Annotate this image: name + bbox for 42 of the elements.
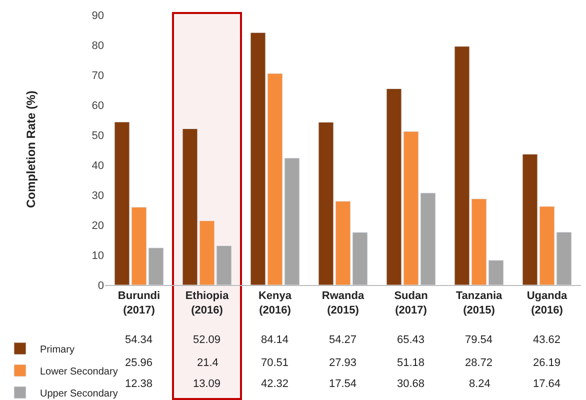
data-label: 65.43 xyxy=(397,334,425,346)
data-label: 13.09 xyxy=(193,378,221,390)
data-label: 28.72 xyxy=(465,357,493,369)
x-tick-label: Ethiopia (2016) xyxy=(185,290,230,316)
data-label: 43.62 xyxy=(533,334,561,346)
x-tick-label: Rwanda (2015) xyxy=(322,290,365,316)
data-label: 52.09 xyxy=(193,334,221,346)
data-label: 8.24 xyxy=(469,378,490,390)
x-tick-label: Kenya (2016) xyxy=(258,290,292,316)
data-label: 54.27 xyxy=(329,334,357,346)
y-tick-label: 90 xyxy=(92,10,104,22)
x-tick-label: Sudan (2017) xyxy=(394,290,428,316)
data-label: 51.18 xyxy=(397,357,425,369)
y-axis-title: Completion Rate (%) xyxy=(24,90,38,208)
data-label: 54.34 xyxy=(125,334,153,346)
y-tick-label: 30 xyxy=(92,190,104,202)
data-label: 84.14 xyxy=(261,334,289,346)
y-tick-label: 0 xyxy=(98,280,104,292)
data-label: 21.4 xyxy=(197,357,218,369)
data-label: 17.54 xyxy=(329,378,357,390)
legend-label: Upper Secondary xyxy=(40,388,118,400)
legend-label: Primary xyxy=(40,344,74,356)
data-label: 42.32 xyxy=(261,378,289,390)
y-tick-label: 20 xyxy=(92,220,104,232)
legend-label: Lower Secondary xyxy=(40,366,118,378)
data-label: 25.96 xyxy=(125,357,153,369)
data-label: 17.64 xyxy=(533,378,561,390)
y-tick-label: 50 xyxy=(92,130,104,142)
data-label: 70.51 xyxy=(261,357,289,369)
y-tick-label: 80 xyxy=(92,40,104,52)
data-label: 79.54 xyxy=(465,334,493,346)
x-tick-label: Burundi (2017) xyxy=(118,290,160,316)
y-tick-label: 10 xyxy=(92,250,104,262)
y-tick-label: 70 xyxy=(92,70,104,82)
y-tick-label: 60 xyxy=(92,100,104,112)
x-tick-label: Uganda (2016) xyxy=(526,290,568,316)
x-tick-label: Tanzania (2015) xyxy=(456,290,503,316)
data-label: 30.68 xyxy=(397,378,425,390)
data-label: 26.19 xyxy=(533,357,561,369)
data-label: 12.38 xyxy=(125,378,153,390)
data-label: 27.93 xyxy=(329,357,357,369)
y-tick-label: 40 xyxy=(92,160,104,172)
